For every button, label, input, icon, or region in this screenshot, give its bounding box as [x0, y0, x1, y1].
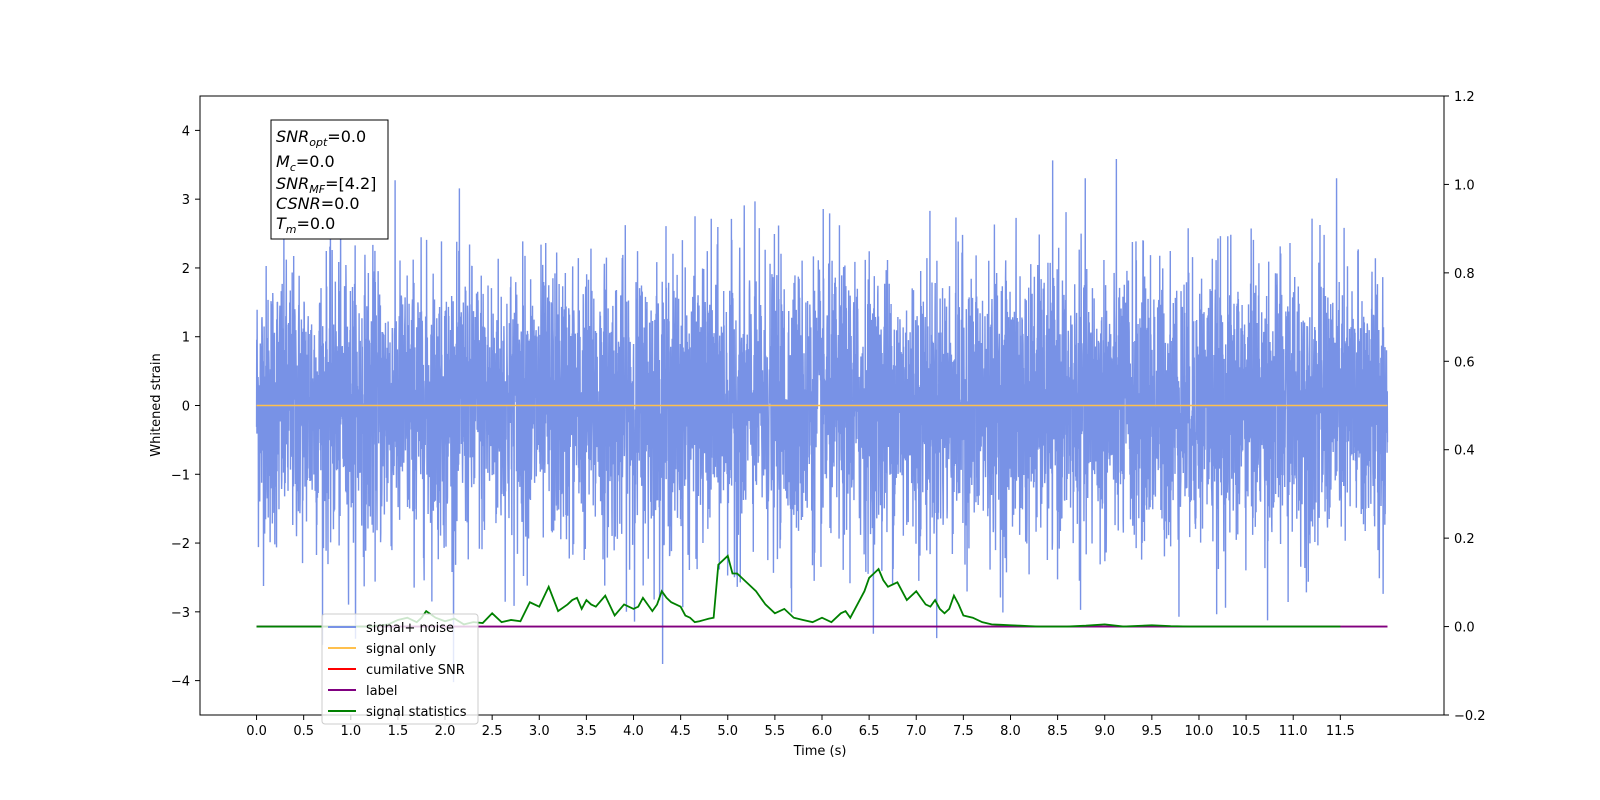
x-tick-label: 0.0 — [246, 724, 267, 739]
x-axis-title: Time (s) — [793, 744, 847, 759]
y-tick-label: −2 — [171, 537, 190, 552]
x-axis: 0.0 0.5 1.0 1.5 2.0 2.5 3.0 3.5 4.0 4.5 5.0 5.5 6.0 6… — [246, 715, 1355, 739]
x-tick-label: 8.5 — [1047, 724, 1068, 739]
y-tick-label: 1 — [182, 331, 190, 346]
x-tick-label: 0.5 — [293, 724, 314, 739]
y2-tick-label: −0.2 — [1454, 709, 1486, 724]
y-tick-label: 3 — [182, 193, 190, 208]
x-tick-label: 1.5 — [388, 724, 409, 739]
series-signal-statistics — [256, 554, 1341, 628]
series-signal-noise — [255, 159, 1389, 683]
y-tick-label: 2 — [182, 262, 190, 277]
y-tick-label: −4 — [171, 675, 190, 690]
y-tick-label: 4 — [182, 124, 190, 139]
x-tick-label: 7.5 — [953, 724, 974, 739]
legend-label: signal only — [366, 642, 436, 657]
y2-tick-label: 0.0 — [1454, 621, 1475, 636]
legend-label: signal statistics — [366, 705, 467, 720]
x-tick-label: 9.0 — [1094, 724, 1115, 739]
info-snr-opt: SNRopt=0.0 — [276, 127, 366, 149]
x-tick-label: 7.0 — [906, 724, 927, 739]
y2-tick-label: 0.2 — [1454, 532, 1475, 547]
info-csnr: CSNR=0.0 — [276, 194, 360, 213]
x-tick-label: 4.5 — [670, 724, 691, 739]
y2-tick-label: 1.2 — [1454, 90, 1475, 105]
x-tick-label: 3.5 — [576, 724, 597, 739]
x-tick-label: 11.0 — [1279, 724, 1308, 739]
y2-tick-label: 0.8 — [1454, 267, 1475, 282]
x-tick-label: 11.5 — [1326, 724, 1355, 739]
x-tick-label: 1.0 — [340, 724, 361, 739]
y2-tick-label: 0.4 — [1454, 444, 1475, 459]
x-tick-label: 8.0 — [1000, 724, 1021, 739]
y-axis-title: Whitened strain — [149, 353, 164, 456]
info-mc: Mc=0.0 — [276, 152, 335, 174]
y2-tick-label: 1.0 — [1454, 178, 1475, 193]
y-tick-label: −3 — [171, 606, 190, 621]
legend-label: signal+ noise — [366, 621, 454, 636]
y2-tick-label: 0.6 — [1454, 355, 1475, 370]
y-axis-right: 1.2 1.0 0.8 0.6 0.4 0.2 0.0 −0.2 — [1444, 90, 1486, 724]
legend: signal+ noise signal only cumilative SNR la… — [321, 613, 479, 725]
info-snr-mf: SNRMF=[4.2] — [276, 174, 376, 196]
x-tick-label: 5.0 — [717, 724, 738, 739]
x-tick-label: 4.0 — [623, 724, 644, 739]
legend-label: cumilative SNR — [366, 663, 465, 678]
y-axis-left: 4 3 2 1 0 −1 −2 −3 −4 — [171, 124, 200, 690]
info-box: SNRopt=0.0 Mc=0.0 SNRMF=[4.2] CSNR=0.0 T… — [270, 119, 389, 240]
x-tick-label: 9.5 — [1142, 724, 1163, 739]
info-tm: Tm=0.0 — [276, 214, 335, 236]
x-tick-label: 10.0 — [1184, 724, 1213, 739]
y-tick-label: 0 — [182, 400, 190, 415]
x-tick-label: 3.0 — [529, 724, 550, 739]
x-tick-label: 2.0 — [435, 724, 456, 739]
x-tick-label: 2.5 — [482, 724, 503, 739]
legend-label: label — [366, 684, 397, 699]
x-tick-label: 6.5 — [859, 724, 880, 739]
x-tick-label: 10.5 — [1232, 724, 1261, 739]
x-tick-label: 5.5 — [765, 724, 786, 739]
y-tick-label: −1 — [171, 468, 190, 483]
x-tick-label: 6.0 — [812, 724, 833, 739]
